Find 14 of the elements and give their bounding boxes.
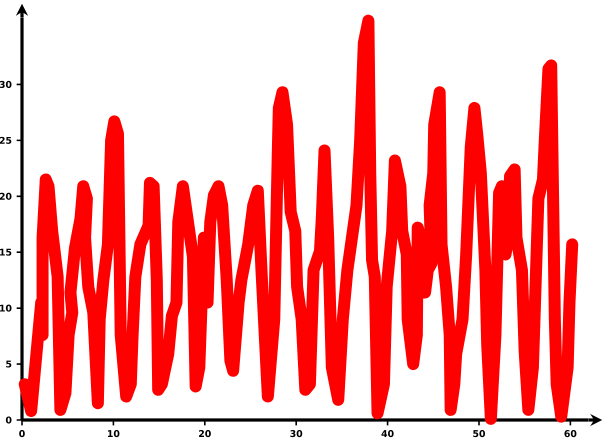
x-tick-label: 0 <box>19 430 25 438</box>
y-tick-label: 20 <box>0 192 12 200</box>
x-tick-label: 10 <box>108 430 120 438</box>
x-tick-label: 40 <box>382 430 394 438</box>
y-tick-label: 15 <box>0 248 12 256</box>
x-tick-label: 60 <box>564 430 576 438</box>
x-tick-label: 20 <box>199 430 211 438</box>
x-tick-label: 50 <box>473 430 486 438</box>
y-tick-label: 10 <box>0 304 12 312</box>
y-tick-label: 0 <box>6 416 12 424</box>
x-tick-label: 30 <box>290 430 302 438</box>
y-tick-label: 5 <box>6 360 12 368</box>
y-tick-label: 30 <box>0 80 12 88</box>
y-tick-label: 25 <box>0 136 12 144</box>
